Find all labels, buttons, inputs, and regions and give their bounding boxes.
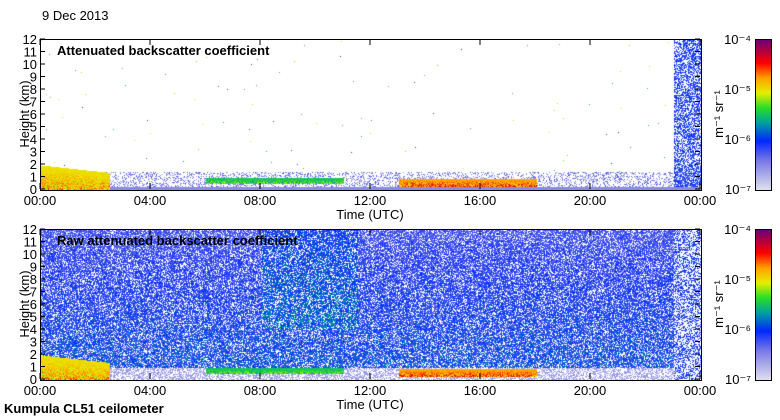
y-tick-label: 12	[23, 32, 37, 47]
y-tick-label: 0	[30, 182, 37, 197]
x-tick-label: 04:00	[134, 383, 167, 398]
colorbar-tick-label: 10⁻⁵	[724, 272, 751, 287]
colorbar-bottom	[755, 229, 772, 381]
y-tick-label: 4	[30, 322, 37, 337]
x-tick-label: 00:00	[24, 193, 57, 208]
plot-title: Attenuated backscatter coefficient	[57, 43, 270, 58]
y-tick-label: 10	[23, 57, 37, 72]
x-tick-label: 20:00	[574, 193, 607, 208]
y-tick-label: 4	[30, 132, 37, 147]
x-axis-label: Time (UTC)	[336, 397, 403, 412]
date-label: 9 Dec 2013	[42, 8, 109, 23]
y-tick-label: 2	[30, 157, 37, 172]
colorbar-tick-label: 10⁻⁴	[724, 222, 751, 237]
colorbar-tick-label: 10⁻⁶	[724, 322, 751, 337]
colorbar-tick-label: 10⁻⁷	[725, 182, 751, 197]
x-tick-label: 12:00	[354, 193, 387, 208]
colorbar-label: m⁻¹ sr⁻¹	[711, 280, 726, 328]
y-tick-label: 1	[30, 360, 37, 375]
x-tick-label: 00:00	[684, 383, 717, 398]
colorbar-top	[755, 39, 772, 191]
colorbar-tick-label: 10⁻⁵	[724, 82, 751, 97]
y-tick-label: 7	[30, 285, 37, 300]
footer-label: Kumpula CL51 ceilometer	[4, 401, 164, 416]
x-tick-label: 04:00	[134, 193, 167, 208]
colorbar-tick-label: 10⁻⁶	[724, 132, 751, 147]
x-tick-label: 00:00	[24, 383, 57, 398]
heatmap-bottom	[40, 229, 702, 381]
x-tick-label: 16:00	[464, 383, 497, 398]
y-tick-label: 2	[30, 347, 37, 362]
y-tick-label: 8	[30, 272, 37, 287]
y-tick-label: 5	[30, 120, 37, 135]
y-tick-label: 0	[30, 372, 37, 387]
y-axis-label: Height (km)	[17, 80, 32, 147]
colorbar-tick-label: 10⁻⁴	[724, 32, 751, 47]
y-tick-label: 11	[24, 235, 38, 250]
y-tick-label: 9	[30, 260, 37, 275]
x-tick-label: 08:00	[244, 193, 277, 208]
y-tick-label: 5	[30, 310, 37, 325]
colorbar-label: m⁻¹ sr⁻¹	[711, 90, 726, 138]
y-axis-label: Height (km)	[17, 270, 32, 337]
x-axis-label: Time (UTC)	[336, 207, 403, 222]
y-tick-label: 1	[30, 170, 37, 185]
y-tick-label: 11	[24, 45, 38, 60]
y-tick-label: 6	[30, 107, 37, 122]
y-tick-label: 12	[23, 222, 37, 237]
x-tick-label: 20:00	[574, 383, 607, 398]
x-tick-label: 12:00	[354, 383, 387, 398]
heatmap-top	[40, 39, 702, 191]
y-tick-label: 10	[23, 247, 37, 262]
y-tick-label: 8	[30, 82, 37, 97]
colorbar-tick-label: 10⁻⁷	[725, 372, 751, 387]
x-tick-label: 08:00	[244, 383, 277, 398]
y-tick-label: 7	[30, 95, 37, 110]
y-tick-label: 9	[30, 70, 37, 85]
x-tick-label: 00:00	[684, 193, 717, 208]
plot-title: Raw attenuated backscatter coefficient	[57, 233, 298, 248]
y-tick-label: 3	[30, 335, 37, 350]
y-tick-label: 3	[30, 145, 37, 160]
x-tick-label: 16:00	[464, 193, 497, 208]
y-tick-label: 6	[30, 297, 37, 312]
